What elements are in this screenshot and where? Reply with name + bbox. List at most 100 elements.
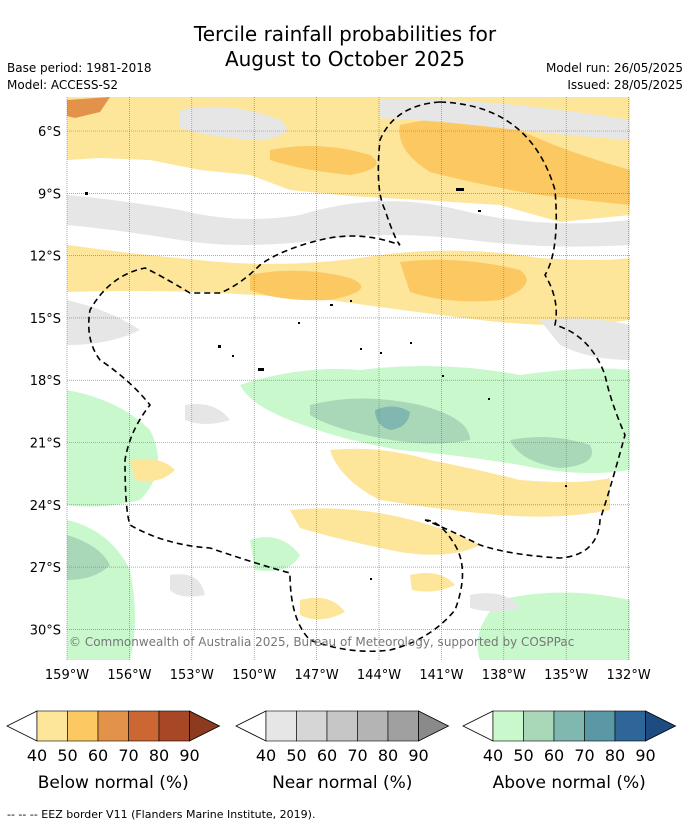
colorbar-swatch <box>158 710 190 742</box>
lon-tick-label: 132°W <box>607 668 651 683</box>
below-normal-area <box>67 97 110 118</box>
near-normal-area <box>185 404 230 424</box>
title-line-2: August to October 2025 <box>224 47 466 71</box>
colorbar-swatch <box>326 710 358 742</box>
below-normal-area <box>270 146 377 175</box>
lat-tick-label: 6°S <box>38 125 61 140</box>
lon-tick-label: 156°W <box>107 668 151 683</box>
above-normal-area <box>477 592 630 660</box>
colorbar-title: Below normal (%) <box>38 773 189 793</box>
colorbar-tick: 60 <box>88 746 108 765</box>
below-normal-area <box>399 118 630 205</box>
colorbar-swatch <box>584 710 616 742</box>
lon-tick-label: 153°W <box>170 668 214 683</box>
colorbar-tick: 90 <box>408 746 428 765</box>
colorbar-swatch <box>265 710 297 742</box>
below-normal-area <box>300 597 345 620</box>
colorbar-swatch <box>357 710 389 742</box>
lat-tick-label: 21°S <box>30 437 61 452</box>
colorbar-3: 40 50 60 70 80 90 Above normal (%) <box>462 710 677 793</box>
below-normal-area <box>250 270 362 301</box>
colorbar-swatch <box>296 710 328 742</box>
near-normal-area <box>540 318 630 360</box>
colorbar-tick: 60 <box>544 746 564 765</box>
colorbar-tick: 50 <box>57 746 77 765</box>
below-normal-area <box>290 508 480 555</box>
above-normal-area <box>67 535 110 580</box>
lon-tick-label: 147°W <box>295 668 339 683</box>
colorbar-tick: 80 <box>605 746 625 765</box>
colorbar-tick: 70 <box>347 746 367 765</box>
longitude-labels: 159°W 156°W 153°W 150°W 147°W 144°W 141°W 138°W… <box>45 668 651 683</box>
colorbar-swatch <box>36 710 68 742</box>
base-period: Base period: 1981-2018 <box>7 61 152 75</box>
colorbar-tick: 90 <box>635 746 655 765</box>
lat-tick-label: 9°S <box>38 187 61 202</box>
eez-legend-note: -- -- -- EEZ border V11 (Flanders Marine… <box>7 808 316 821</box>
issued-date: Issued: 28/05/2025 <box>567 78 683 92</box>
near-normal-area <box>67 195 630 247</box>
colorbar-tick: 40 <box>256 746 276 765</box>
lat-tick-label: 18°S <box>30 374 61 389</box>
near-normal-area <box>380 99 630 140</box>
colorbar-tick: 90 <box>179 746 199 765</box>
colorbar-tick: 40 <box>483 746 503 765</box>
meta-left: Base period: 1981-2018 Model: ACCESS-S2 <box>7 60 152 94</box>
lat-tick-label: 30°S <box>30 623 61 638</box>
model-run: Model run: 26/05/2025 <box>545 61 683 75</box>
colorbar-1: 40 50 60 70 80 90 Below normal (%) <box>6 710 221 793</box>
colorbar-tick: 50 <box>513 746 533 765</box>
colorbar-title: Above normal (%) <box>493 773 646 793</box>
colorbar-tick: 40 <box>27 746 47 765</box>
colorbar-swatch <box>128 710 160 742</box>
colorbar-extend-low <box>462 710 494 742</box>
colorbar-swatch <box>614 710 646 742</box>
lat-tick-label: 15°S <box>30 312 61 327</box>
colorbar-swatch <box>492 710 524 742</box>
above-normal-area <box>250 537 300 571</box>
below-normal-area <box>130 458 175 482</box>
colorbar-swatch <box>523 710 555 742</box>
probability-field <box>67 97 630 660</box>
colorbar-tick: 80 <box>378 746 398 765</box>
lon-tick-label: 138°W <box>482 668 526 683</box>
meta-right: Model run: 26/05/2025 Issued: 28/05/2025 <box>546 60 683 94</box>
colorbar-tick: 70 <box>574 746 594 765</box>
above-normal-area <box>375 406 410 430</box>
map-title: Tercile rainfall probabilities for Augus… <box>0 22 690 72</box>
model-name: Model: ACCESS-S2 <box>7 78 119 92</box>
map-figure: 6°S 9°S 12°S 15°S 18°S 21°S 24°S 27°S 30°S 159°W… <box>6 97 677 793</box>
lon-tick-label: 144°W <box>357 668 401 683</box>
lat-tick-label: 12°S <box>30 250 61 265</box>
near-normal-area <box>170 574 205 597</box>
colorbar-extend-low <box>235 710 267 742</box>
colorbar-2: 40 50 60 70 80 90 Near normal (%) <box>235 710 450 793</box>
below-normal-area <box>330 448 610 517</box>
islands <box>85 188 567 580</box>
colorbar-swatch <box>387 710 419 742</box>
below-normal-area <box>400 259 527 302</box>
colorbar-tick: 80 <box>149 746 169 765</box>
lon-tick-label: 141°W <box>419 668 463 683</box>
below-normal-area <box>410 572 455 592</box>
colorbar-tick: 60 <box>317 746 337 765</box>
near-normal-area <box>470 593 520 612</box>
lon-tick-label: 135°W <box>544 668 588 683</box>
latitude-labels: 6°S 9°S 12°S 15°S 18°S 21°S 24°S 27°S 30°S <box>30 125 61 638</box>
colorbar-tick: 50 <box>286 746 306 765</box>
eez-border <box>87 101 626 652</box>
copyright-notice: © Commonwealth of Australia 2025, Bureau… <box>69 635 574 649</box>
colorbar-extend-high <box>189 710 221 742</box>
lat-tick-label: 24°S <box>30 499 61 514</box>
colorbar-swatch <box>553 710 585 742</box>
colorbar-swatch <box>97 710 129 742</box>
colorbar-extend-high <box>418 710 450 742</box>
above-normal-area <box>510 436 592 468</box>
near-normal-area <box>67 300 140 345</box>
near-normal-area <box>180 106 287 140</box>
lon-tick-label: 159°W <box>45 668 89 683</box>
colorbar-swatch <box>67 710 99 742</box>
colorbar-title: Near normal (%) <box>272 773 412 793</box>
colorbar-extend-low <box>6 710 38 742</box>
colorbars: 40 50 60 70 80 90 Below normal (%) 40 50 60 70 80 90… <box>6 710 677 793</box>
